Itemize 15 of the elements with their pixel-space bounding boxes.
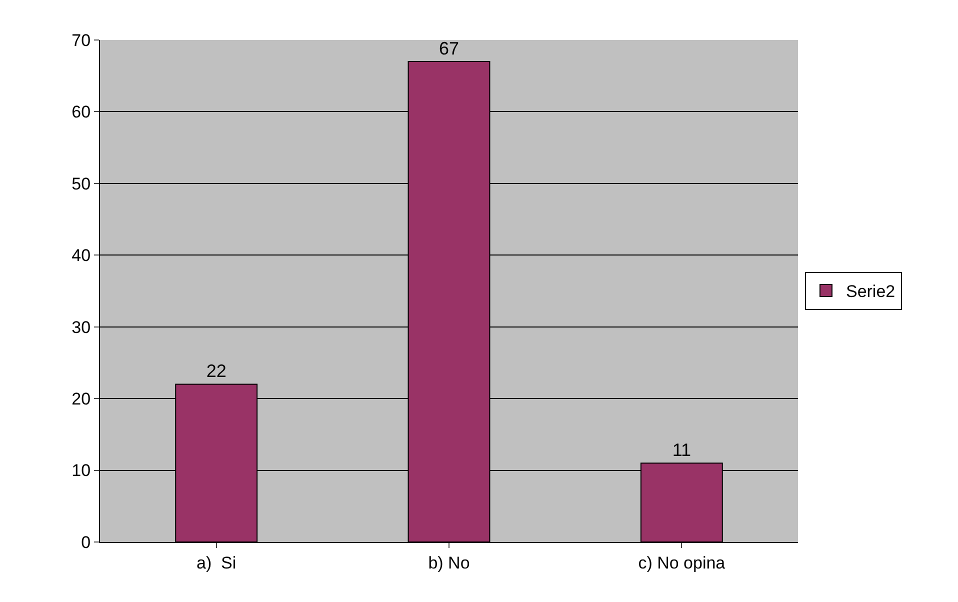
data-label: 22 bbox=[206, 361, 226, 382]
y-tick-label: 70 bbox=[72, 30, 91, 50]
data-label: 11 bbox=[672, 440, 692, 460]
x-tick-label: c) No opina bbox=[638, 553, 726, 572]
y-tick-label: 10 bbox=[72, 461, 91, 480]
y-tick-label: 60 bbox=[72, 102, 91, 122]
y-tick-label: 0 bbox=[81, 532, 91, 552]
x-tick-label: a) Si bbox=[196, 553, 236, 572]
data-label: 67 bbox=[438, 38, 460, 59]
x-tick-label: b) No bbox=[428, 553, 470, 572]
legend-label: Serie2 bbox=[846, 282, 896, 302]
y-tick-label: 40 bbox=[72, 246, 91, 266]
y-tick-label: 20 bbox=[72, 390, 91, 409]
y-tick-label: 50 bbox=[72, 174, 91, 194]
y-tick-label: 30 bbox=[72, 318, 91, 337]
